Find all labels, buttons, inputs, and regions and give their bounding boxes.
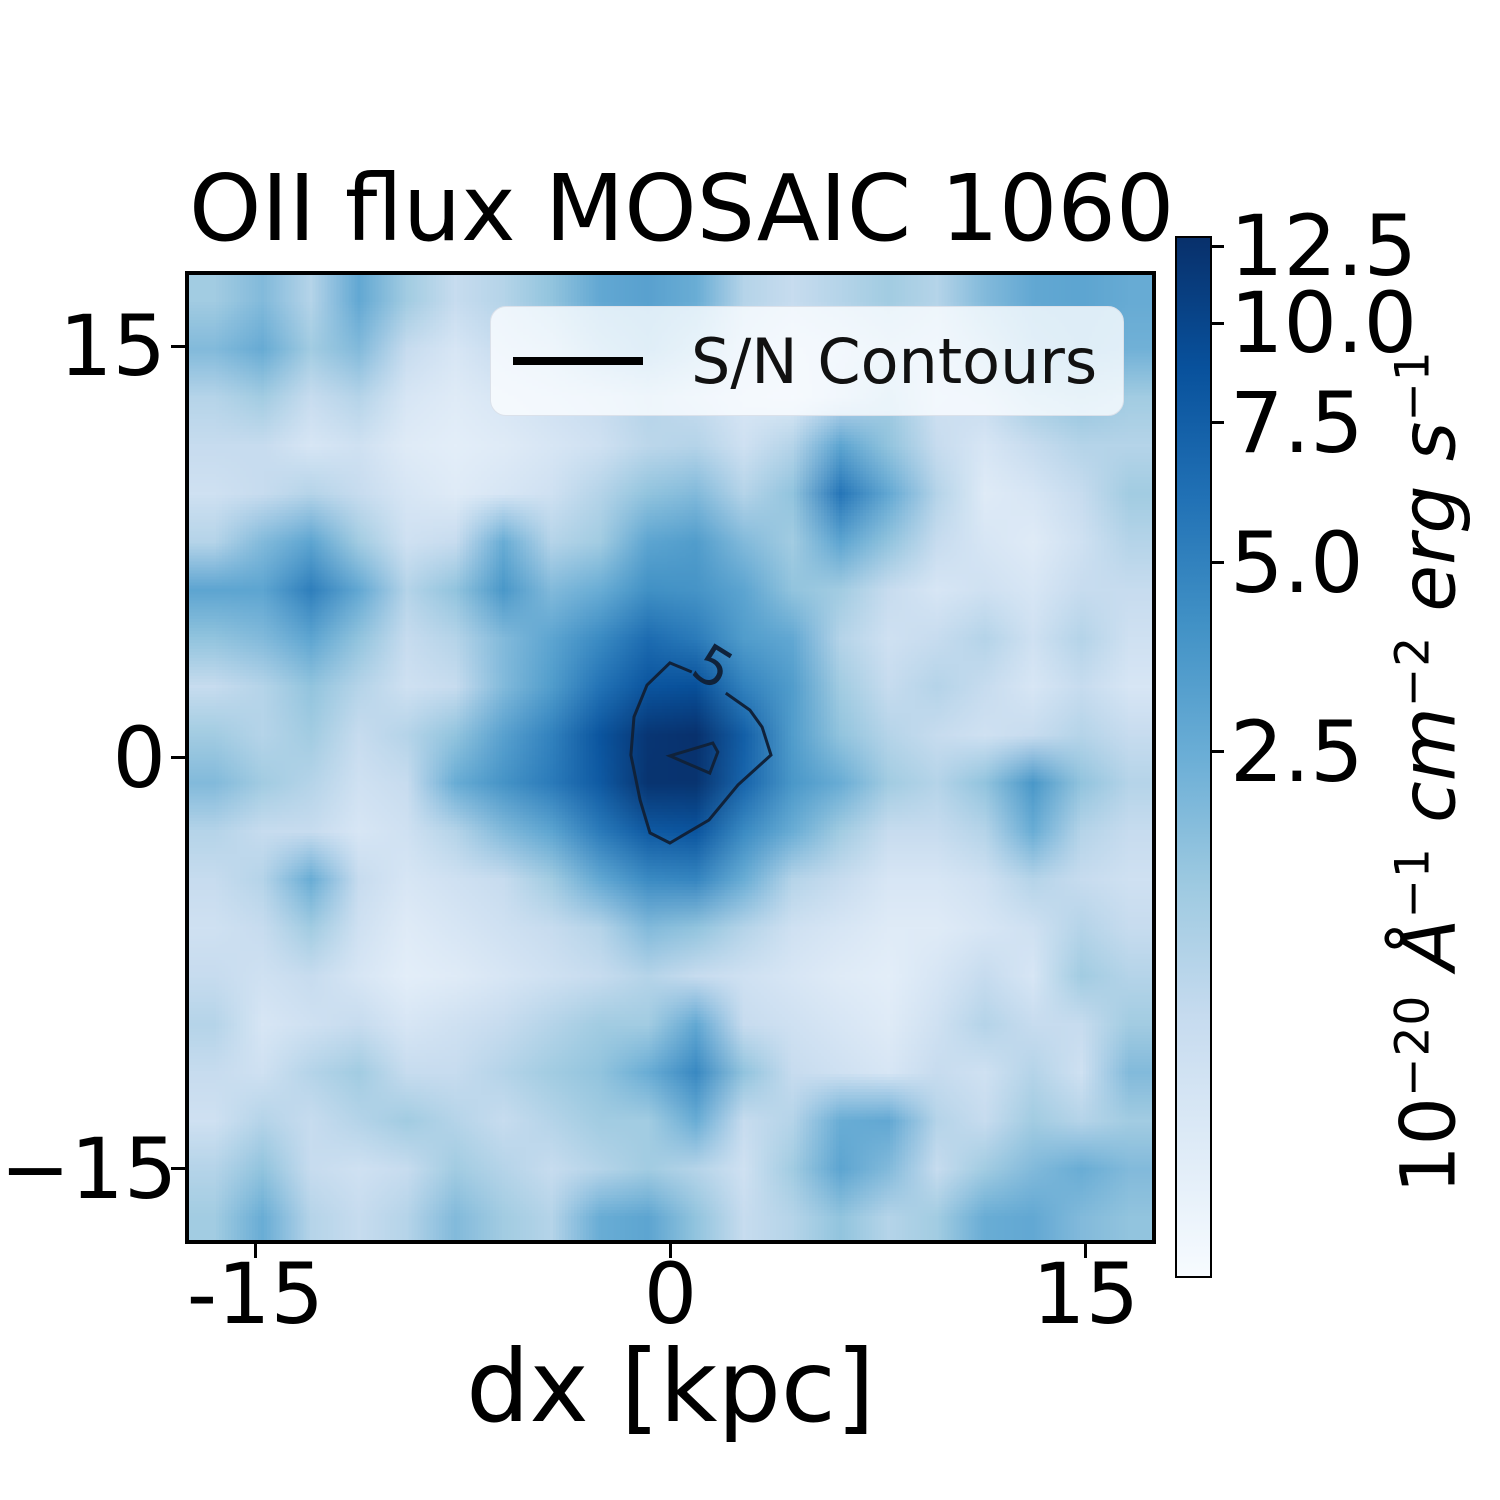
sn-contour-level5 bbox=[629, 661, 773, 845]
unit-term: 10 bbox=[1383, 1096, 1473, 1194]
unit-term: erg bbox=[1383, 485, 1473, 612]
colorbar-tick-mark-7.5 bbox=[1212, 421, 1224, 425]
x-tick-label-0: 0 bbox=[643, 1245, 698, 1343]
x-tick-mark--15 bbox=[253, 1244, 257, 1258]
colorbar-tick-label-10.0: 10.0 bbox=[1230, 274, 1418, 373]
unit-term: s bbox=[1383, 421, 1473, 462]
y-tick-mark-0 bbox=[171, 756, 185, 759]
unit-term bbox=[1384, 971, 1473, 995]
x-tick-mark-15 bbox=[1084, 1244, 1088, 1258]
colorbar-tick-mark-10.0 bbox=[1212, 321, 1224, 325]
unit-exponent: −2 bbox=[1385, 635, 1441, 708]
y-tick-label--15: −15 bbox=[0, 1119, 178, 1218]
unit-exponent: −1 bbox=[1385, 847, 1441, 919]
unit-term bbox=[1384, 823, 1473, 847]
legend-line-sample bbox=[513, 357, 643, 365]
x-tick-label--15: -15 bbox=[186, 1245, 325, 1343]
y-tick-mark-15 bbox=[171, 344, 185, 348]
legend-entry-label: S/N Contours bbox=[691, 324, 1098, 398]
sn-contours-overlay bbox=[629, 661, 773, 845]
colorbar-tick-mark-5.0 bbox=[1212, 561, 1224, 565]
x-axis-label: dx [kpc] bbox=[466, 1328, 875, 1445]
x-tick-label-15: 15 bbox=[1032, 1245, 1140, 1343]
unit-term: cm bbox=[1383, 707, 1473, 824]
y-tick-label-15: 15 bbox=[59, 297, 166, 396]
heatmap-plot-area: 5 S/N Contours bbox=[185, 271, 1156, 1244]
unit-exponent: −20 bbox=[1385, 994, 1441, 1097]
unit-term bbox=[1384, 461, 1473, 485]
colorbar-tick-label-12.5: 12.5 bbox=[1230, 197, 1418, 296]
sn-contour-inner bbox=[665, 741, 720, 776]
colorbar-tick-label-5.0: 5.0 bbox=[1230, 513, 1364, 612]
x-tick-mark-0 bbox=[669, 1244, 672, 1258]
legend-box: S/N Contours bbox=[490, 306, 1124, 416]
unit-exponent: −1 bbox=[1385, 350, 1441, 422]
colorbar bbox=[1175, 236, 1212, 1278]
colorbar-unit-label: 10−20 Å−1 cm−2 erg s−1 bbox=[1384, 350, 1473, 1193]
colorbar-tick-label-7.5: 7.5 bbox=[1230, 373, 1364, 472]
colorbar-tick-label-2.5: 2.5 bbox=[1230, 702, 1364, 801]
unit-term bbox=[1384, 612, 1473, 636]
chart-title: OII flux MOSAIC 1060 bbox=[189, 155, 1175, 262]
y-tick-label-0: 0 bbox=[112, 708, 166, 807]
colorbar-tick-mark-2.5 bbox=[1212, 750, 1224, 754]
colorbar-tick-mark-12.5 bbox=[1212, 244, 1224, 248]
unit-term: Å bbox=[1383, 918, 1473, 971]
y-tick-mark--15 bbox=[171, 1167, 185, 1171]
